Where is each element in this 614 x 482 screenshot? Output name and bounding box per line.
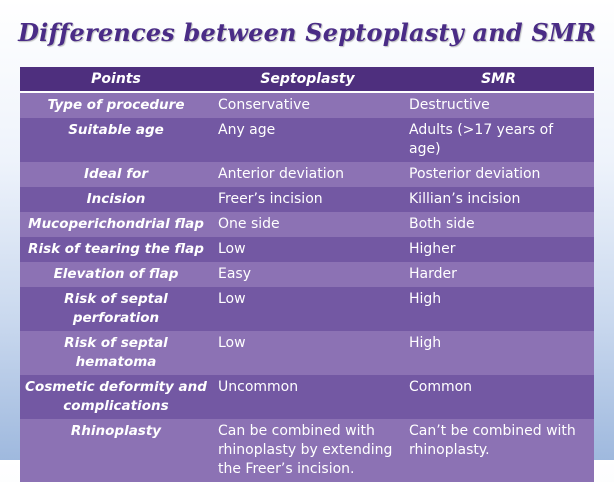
row-smr: Posterior deviation	[403, 162, 594, 187]
table-row: Risk of septal perforation Low High	[20, 287, 594, 331]
row-septoplasty: Freer’s incision	[212, 187, 403, 212]
header-points: Points	[20, 67, 212, 93]
table-row: Rhinoplasty Can be combined with rhinopl…	[20, 419, 594, 482]
table-row: Type of procedure Conservative Destructi…	[20, 92, 594, 118]
row-smr: Higher	[403, 237, 594, 262]
row-point: Mucoperichondrial flap	[20, 212, 212, 237]
row-smr: Can’t be combined with rhinoplasty.	[403, 419, 594, 482]
slide-title: Differences between Septoplasty and SMR	[18, 18, 596, 47]
row-point: Cosmetic deformity and complications	[20, 375, 212, 419]
row-smr: High	[403, 331, 594, 375]
comparison-table: Points Septoplasty SMR Type of procedure…	[20, 67, 594, 482]
row-septoplasty: Can be combined with rhinoplasty by exte…	[212, 419, 403, 482]
table-row: Incision Freer’s incision Killian’s inci…	[20, 187, 594, 212]
row-septoplasty: Any age	[212, 118, 403, 162]
table-row: Cosmetic deformity and complications Unc…	[20, 375, 594, 419]
row-septoplasty: Anterior deviation	[212, 162, 403, 187]
row-septoplasty: Low	[212, 237, 403, 262]
row-point: Risk of septal hematoma	[20, 331, 212, 375]
row-smr: High	[403, 287, 594, 331]
row-point: Elevation of flap	[20, 262, 212, 287]
row-point: Ideal for	[20, 162, 212, 187]
table-row: Mucoperichondrial flap One side Both sid…	[20, 212, 594, 237]
row-smr: Common	[403, 375, 594, 419]
row-septoplasty: Low	[212, 331, 403, 375]
table-header-row: Points Septoplasty SMR	[20, 67, 594, 93]
row-smr: Both side	[403, 212, 594, 237]
row-point: Incision	[20, 187, 212, 212]
header-smr: SMR	[403, 67, 594, 93]
row-septoplasty: Easy	[212, 262, 403, 287]
row-smr: Harder	[403, 262, 594, 287]
row-smr: Adults (>17 years of age)	[403, 118, 594, 162]
table-row: Ideal for Anterior deviation Posterior d…	[20, 162, 594, 187]
row-septoplasty: Uncommon	[212, 375, 403, 419]
header-septoplasty: Septoplasty	[212, 67, 403, 93]
row-septoplasty: Low	[212, 287, 403, 331]
row-septoplasty: One side	[212, 212, 403, 237]
row-point: Type of procedure	[20, 92, 212, 118]
row-point: Suitable age	[20, 118, 212, 162]
table-row: Elevation of flap Easy Harder	[20, 262, 594, 287]
row-smr: Destructive	[403, 92, 594, 118]
row-point: Rhinoplasty	[20, 419, 212, 482]
table-row: Risk of septal hematoma Low High	[20, 331, 594, 375]
row-septoplasty: Conservative	[212, 92, 403, 118]
row-smr: Killian’s incision	[403, 187, 594, 212]
row-point: Risk of septal perforation	[20, 287, 212, 331]
table-row: Suitable age Any age Adults (>17 years o…	[20, 118, 594, 162]
row-point: Risk of tearing the flap	[20, 237, 212, 262]
table-row: Risk of tearing the flap Low Higher	[20, 237, 594, 262]
